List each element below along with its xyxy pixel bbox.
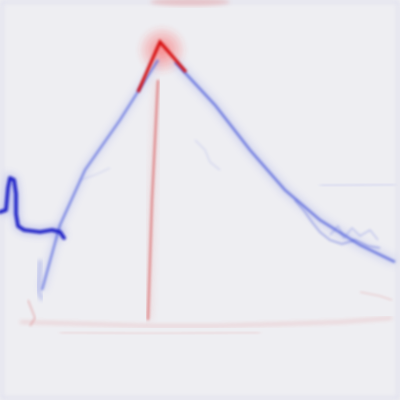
bottom-right-mark xyxy=(359,291,393,301)
top-red-smudge xyxy=(150,0,230,6)
left-bottom-haze xyxy=(36,259,44,301)
central-vertical-haze xyxy=(145,79,161,321)
inner-texture-1 xyxy=(194,139,221,171)
pyramid-right-edge-haze xyxy=(171,58,397,267)
right-texture-1 xyxy=(294,199,381,249)
inner-texture-2 xyxy=(79,167,111,181)
pyramid-left-edge-haze xyxy=(38,58,161,291)
base-red-line-2 xyxy=(59,331,261,336)
bottom-left-mark xyxy=(27,299,36,327)
base-red-line xyxy=(19,317,393,327)
left-blue-pulse-haze xyxy=(0,172,68,241)
right-horizon xyxy=(319,183,396,187)
right-texture-2 xyxy=(329,224,379,241)
